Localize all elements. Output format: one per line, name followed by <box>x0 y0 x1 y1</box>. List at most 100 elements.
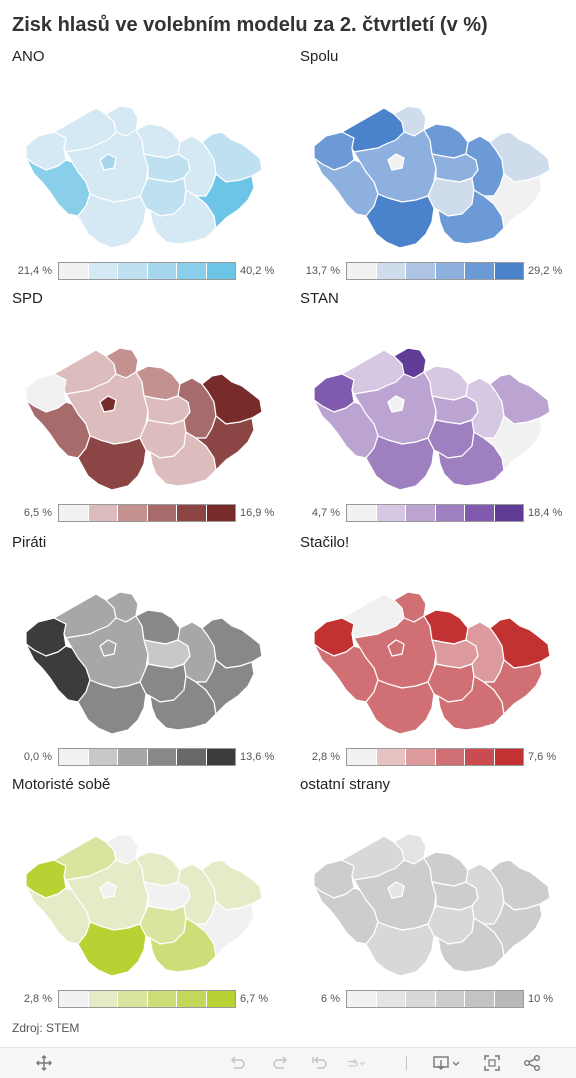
legend-swatch <box>376 263 406 279</box>
legend-swatch <box>88 749 118 765</box>
move-icon[interactable] <box>34 1054 54 1072</box>
region-moravskoslezsky[interactable] <box>201 373 263 425</box>
legend-swatch <box>206 505 235 521</box>
choropleth-map[interactable] <box>16 84 272 260</box>
region-praha[interactable] <box>387 153 405 171</box>
map-panel-7: ostatní strany 6 % 10 % <box>288 776 576 1018</box>
legend-swatch <box>177 263 207 279</box>
region-jihocesky[interactable] <box>77 435 147 491</box>
region-zlinsky[interactable] <box>195 901 255 957</box>
legend-swatch <box>177 749 207 765</box>
legend-swatch <box>376 505 406 521</box>
region-moravskoslezsky[interactable] <box>201 617 263 669</box>
source-note: Zdroj: STEM <box>12 1021 80 1035</box>
color-legend: 6 % 10 % <box>288 990 576 1010</box>
legend-swatch <box>88 263 118 279</box>
panel-title: Motoristé sobě <box>12 776 111 793</box>
region-jihocesky[interactable] <box>77 193 147 249</box>
legend-swatch <box>59 505 89 521</box>
legend-color-ramp <box>346 504 524 522</box>
legend-swatch <box>347 749 377 765</box>
map-panel-3: STAN 4,7 % 18,4 % <box>288 290 576 532</box>
region-zlinsky[interactable] <box>483 901 543 957</box>
share-icon[interactable] <box>522 1054 542 1072</box>
panel-title: SPD <box>12 290 43 307</box>
legend-swatch <box>406 991 436 1007</box>
region-jihocesky[interactable] <box>365 193 435 249</box>
redo-icon[interactable] <box>270 1054 290 1072</box>
region-zlinsky[interactable] <box>483 659 543 715</box>
region-jihocesky[interactable] <box>365 679 435 735</box>
region-moravskoslezsky[interactable] <box>489 617 551 669</box>
choropleth-map[interactable] <box>304 84 560 260</box>
panel-title: Piráti <box>12 534 47 551</box>
color-legend: 2,8 % 7,6 % <box>288 748 576 768</box>
legend-swatch <box>147 263 177 279</box>
region-zlinsky[interactable] <box>195 415 255 471</box>
legend-swatch <box>206 263 235 279</box>
toolbar-separator <box>406 1056 407 1070</box>
color-legend: 0,0 % 13,6 % <box>0 748 288 768</box>
undo-icon[interactable] <box>228 1054 248 1072</box>
legend-max-label: 29,2 % <box>528 265 563 277</box>
choropleth-map[interactable] <box>16 570 272 746</box>
choropleth-map[interactable] <box>304 326 560 502</box>
region-praha[interactable] <box>99 639 117 657</box>
legend-swatch <box>118 749 148 765</box>
region-jihocesky[interactable] <box>77 921 147 977</box>
region-praha[interactable] <box>99 153 117 171</box>
legend-swatch <box>435 991 465 1007</box>
region-moravskoslezsky[interactable] <box>489 859 551 911</box>
choropleth-map[interactable] <box>16 812 272 988</box>
region-zlinsky[interactable] <box>483 415 543 471</box>
choropleth-map[interactable] <box>16 326 272 502</box>
region-moravskoslezsky[interactable] <box>201 859 263 911</box>
legend-swatch <box>406 505 436 521</box>
region-praha[interactable] <box>99 395 117 413</box>
legend-min-label: 6 % <box>321 993 340 1005</box>
legend-min-label: 13,7 % <box>305 265 340 277</box>
color-legend: 2,8 % 6,7 % <box>0 990 288 1010</box>
region-moravskoslezsky[interactable] <box>489 131 551 183</box>
panel-title: Stačilo! <box>300 534 350 551</box>
choropleth-map[interactable] <box>304 812 560 988</box>
region-praha[interactable] <box>99 881 117 899</box>
legend-color-ramp <box>346 990 524 1008</box>
legend-swatch <box>465 263 495 279</box>
region-jihocesky[interactable] <box>365 921 435 977</box>
color-legend: 6,5 % 16,9 % <box>0 504 288 524</box>
region-praha[interactable] <box>387 639 405 657</box>
region-jihocesky[interactable] <box>365 435 435 491</box>
region-moravskoslezsky[interactable] <box>201 131 263 183</box>
fullscreen-icon[interactable] <box>482 1054 502 1072</box>
legend-max-label: 6,7 % <box>240 993 269 1005</box>
replay-icon[interactable] <box>346 1054 366 1072</box>
legend-min-label: 0,0 % <box>23 751 52 763</box>
legend-swatch <box>118 263 148 279</box>
viz-toolbar <box>0 1047 576 1078</box>
region-zlinsky[interactable] <box>483 173 543 229</box>
region-moravskoslezsky[interactable] <box>489 373 551 425</box>
revert-icon[interactable] <box>310 1054 330 1072</box>
legend-swatch <box>494 505 523 521</box>
legend-max-label: 18,4 % <box>528 507 563 519</box>
legend-swatch <box>435 505 465 521</box>
region-praha[interactable] <box>387 395 405 413</box>
legend-swatch <box>435 749 465 765</box>
legend-swatch <box>88 505 118 521</box>
download-icon[interactable] <box>432 1054 462 1072</box>
map-panel-6: Motoristé sobě 2,8 % 6,7 % <box>0 776 288 1018</box>
legend-swatch <box>177 505 207 521</box>
region-praha[interactable] <box>387 881 405 899</box>
choropleth-map[interactable] <box>304 570 560 746</box>
legend-swatch <box>59 263 89 279</box>
legend-swatch <box>347 263 377 279</box>
region-jihocesky[interactable] <box>77 679 147 735</box>
legend-color-ramp <box>58 748 236 766</box>
region-zlinsky[interactable] <box>195 173 255 229</box>
region-zlinsky[interactable] <box>195 659 255 715</box>
legend-color-ramp <box>58 262 236 280</box>
legend-swatch <box>465 991 495 1007</box>
legend-swatch <box>177 991 207 1007</box>
legend-swatch <box>406 749 436 765</box>
